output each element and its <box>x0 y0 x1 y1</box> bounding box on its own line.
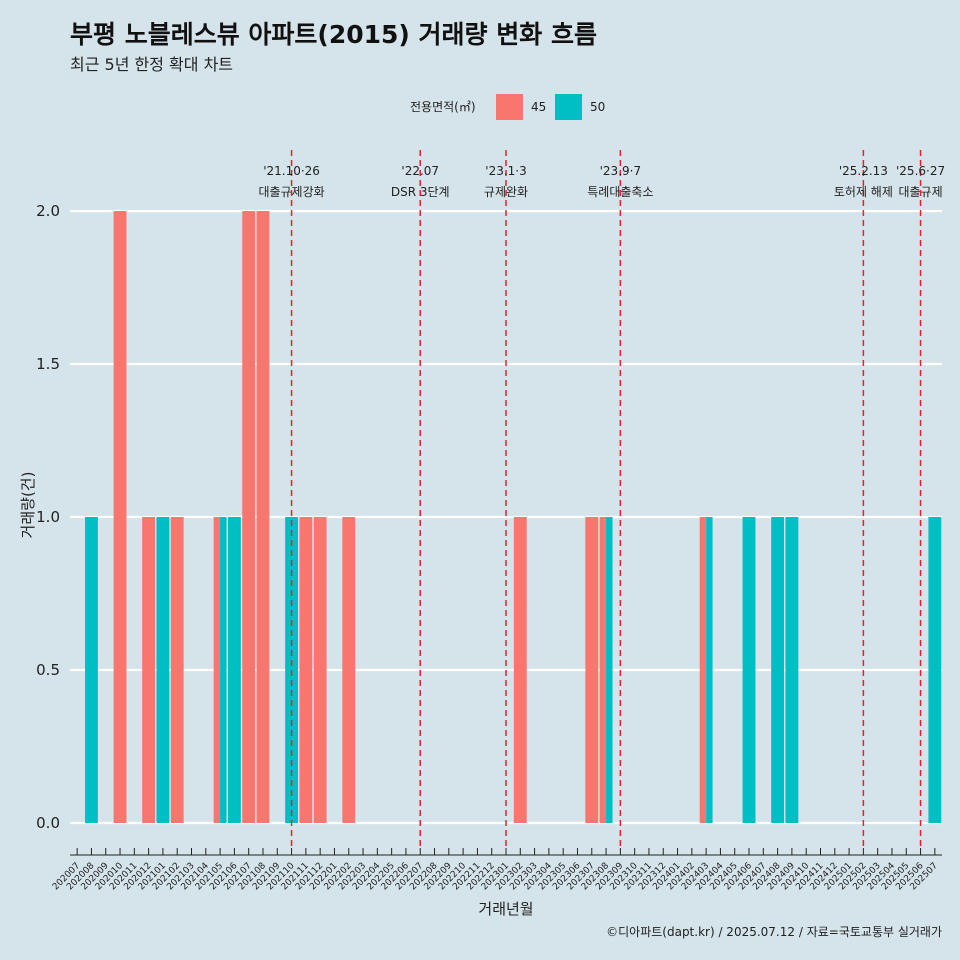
bar-50-202101 <box>156 517 170 823</box>
bar-50-202008 <box>85 517 98 823</box>
legend-title: 전용면적(㎡) <box>410 100 476 114</box>
y-tick-label: 1.0 <box>36 508 60 526</box>
y-ticks: 0.0 0.5 1.0 1.5 2.0 <box>36 202 60 832</box>
caption: ©디아파트(dapt.kr) / 2025.07.12 / 자료=국토교통부 실… <box>606 925 942 939</box>
bar-45-202105 <box>213 517 221 823</box>
event-description-label: 대출규제강화 <box>258 185 324 199</box>
event-date-label: '23.1·3 <box>485 164 526 178</box>
bar-50-202406 <box>742 517 756 823</box>
bar-50-202403 <box>706 517 713 823</box>
event-date-label: '21.10·26 <box>263 164 320 178</box>
y-tick-label: 1.5 <box>36 355 60 373</box>
bar-45-202012 <box>142 517 156 823</box>
event-lines: '21.10·26 대출규제강화 '22.07 DSR 3단계 '23.1·3 규제완화 '… <box>258 150 945 848</box>
chart-title: 부평 노블레스뷰 아파트(2015) 거래량 변화 흐름 <box>70 20 597 49</box>
bar-45-202302 <box>513 517 527 823</box>
y-tick-label: 0.0 <box>36 814 60 832</box>
event-date-label: '23.9·7 <box>600 164 641 178</box>
legend: 전용면적(㎡) 45 50 <box>410 94 605 120</box>
x-axis-label: 거래년월 <box>478 900 533 918</box>
event-description-label: DSR 3단계 <box>391 185 450 199</box>
bar-45-202202 <box>342 517 356 823</box>
event-date-label: '25.2.13 <box>839 164 888 178</box>
x-axis: 2020072020082020092020102020112020122021… <box>51 848 942 892</box>
bar-45-202307 <box>585 517 599 823</box>
bar-45-202112 <box>313 517 327 823</box>
bar-45-202403 <box>699 517 707 823</box>
bar-45-202108 <box>256 211 270 823</box>
bar-45-202107 <box>242 211 256 823</box>
bar-50-202308 <box>606 517 613 823</box>
bar-45-202010 <box>113 211 127 823</box>
event-date-label: '25.6·27 <box>896 164 945 178</box>
legend-swatch-50 <box>555 94 582 120</box>
event-description-label: 규제완화 <box>484 185 528 199</box>
bar-50-202105 <box>220 517 227 823</box>
bars <box>85 211 942 823</box>
y-tick-label: 0.5 <box>36 661 60 679</box>
legend-swatch-45 <box>496 94 523 120</box>
event-description-label: 대출규제 <box>898 185 942 199</box>
legend-label-45: 45 <box>531 100 546 114</box>
bar-45-202102 <box>170 517 184 823</box>
bar-50-202409 <box>785 517 799 823</box>
bar-45-202111 <box>299 517 313 823</box>
chart-subtitle: 최근 5년 한정 확대 차트 <box>70 55 233 74</box>
y-axis-label: 거래량(건) <box>19 472 37 539</box>
bar-50-202507 <box>928 517 942 823</box>
y-tick-label: 2.0 <box>36 202 60 220</box>
event-description-label: 토허제 해제 <box>834 185 893 199</box>
event-date-label: '22.07 <box>401 164 439 178</box>
event-description-label: 특례대출축소 <box>587 185 653 199</box>
bar-50-202408 <box>771 517 785 823</box>
bar-45-202308 <box>599 517 607 823</box>
legend-label-50: 50 <box>590 100 605 114</box>
bar-50-202106 <box>227 517 241 823</box>
